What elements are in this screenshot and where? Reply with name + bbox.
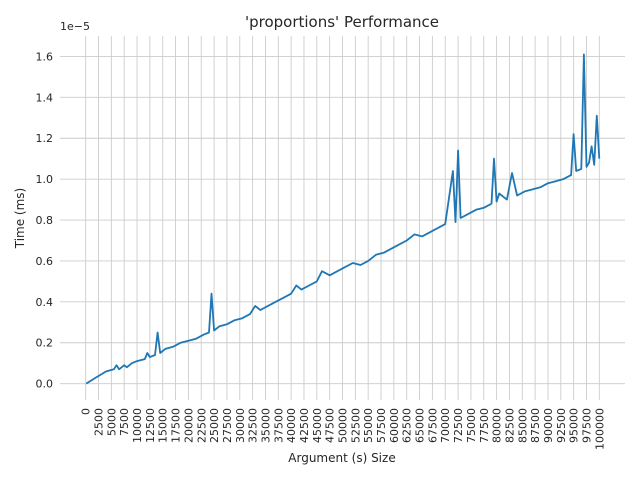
x-tick-label: 92500 (555, 408, 568, 443)
x-tick-label: 90000 (542, 408, 555, 443)
x-tick-label: 55000 (362, 408, 375, 443)
x-tick-label: 22500 (195, 408, 208, 443)
chart-title: 'proportions' Performance (245, 13, 439, 31)
x-tick-label: 30000 (234, 408, 247, 443)
y-tick-label: 0.4 (36, 296, 54, 309)
x-tick-label: 95000 (568, 408, 581, 443)
x-tick-label: 80000 (491, 408, 504, 443)
x-tick-label: 25000 (208, 408, 221, 443)
x-tick-label: 15000 (157, 408, 170, 443)
y-tick-label: 0.2 (36, 337, 54, 350)
x-tick-label: 0 (80, 408, 93, 415)
x-axis-label: Argument (s) Size (288, 451, 395, 465)
x-tick-label: 47500 (324, 408, 337, 443)
x-tick-label: 97500 (580, 408, 593, 443)
y-tick-label: 1.2 (36, 132, 54, 145)
x-tick-label: 2500 (93, 408, 106, 436)
x-tick-label: 87500 (529, 408, 542, 443)
x-tick-label: 52500 (349, 408, 362, 443)
series-line (85, 53, 601, 385)
x-tick-label: 7500 (118, 408, 131, 436)
x-tick-label: 17500 (170, 408, 183, 443)
x-tick-label: 20000 (182, 408, 195, 443)
y-tick-label: 0.0 (36, 378, 54, 391)
x-tick-label: 57500 (375, 408, 388, 443)
y-tick-label: 1.4 (36, 91, 54, 104)
x-tick-label: 72500 (452, 408, 465, 443)
x-tick-label: 42500 (298, 408, 311, 443)
tick-labels: 0 2500 5000 7500 10000 12500 15000 17500 20000 22… (36, 50, 607, 450)
x-tick-label: 10000 (131, 408, 144, 443)
x-tick-label: 77500 (478, 408, 491, 443)
x-tick-label: 62500 (401, 408, 414, 443)
y-tick-label: 1.0 (36, 173, 54, 186)
x-tick-label: 27500 (221, 408, 234, 443)
y-offset-label: 1e−5 (60, 20, 90, 33)
x-tick-label: 75000 (465, 408, 478, 443)
x-tick-label: 5000 (105, 408, 118, 436)
x-tick-label: 85000 (516, 408, 529, 443)
grid (60, 36, 625, 400)
series-layer (85, 53, 601, 385)
x-tick-label: 45000 (311, 408, 324, 443)
x-tick-label: 32500 (247, 408, 260, 443)
x-tick-label: 65000 (414, 408, 427, 443)
x-tick-label: 37500 (272, 408, 285, 443)
x-tick-label: 40000 (285, 408, 298, 443)
y-tick-label: 1.6 (36, 50, 54, 63)
y-tick-label: 0.6 (36, 255, 54, 268)
x-tick-label: 50000 (337, 408, 350, 443)
x-tick-label: 70000 (439, 408, 452, 443)
x-tick-label: 60000 (388, 408, 401, 443)
y-tick-label: 0.8 (36, 214, 54, 227)
x-tick-label: 35000 (259, 408, 272, 443)
x-tick-label: 67500 (426, 408, 439, 443)
x-tick-label: 12500 (144, 408, 157, 443)
x-tick-label: 82500 (503, 408, 516, 443)
y-axis-label: Time (ms) (13, 188, 27, 250)
x-tick-label: 100000 (593, 408, 606, 450)
